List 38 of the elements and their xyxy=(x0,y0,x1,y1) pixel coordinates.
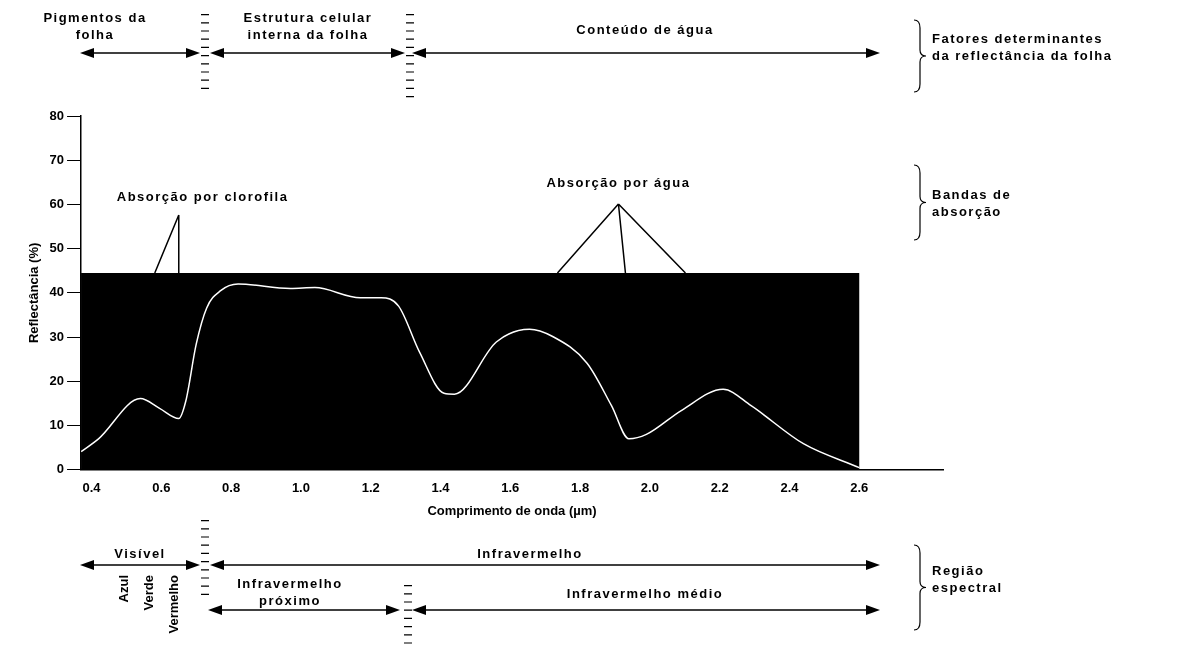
text: Infravermelho médio xyxy=(565,585,725,602)
x-tick-label: 2.2 xyxy=(710,480,729,496)
text: Verde xyxy=(140,575,157,611)
x-tick-label: 2.4 xyxy=(780,480,800,496)
y-axis-title: Reflectância (%) xyxy=(26,242,42,344)
text: Azul xyxy=(115,575,132,603)
y-tick-label: 10 xyxy=(49,417,65,433)
x-tick-label: 1.6 xyxy=(501,480,520,496)
y-tick-label: 80 xyxy=(49,107,65,123)
x-tick-label: 2.0 xyxy=(640,480,659,496)
annotation: Absorção por água xyxy=(545,174,692,191)
text: Vermelho xyxy=(165,575,182,634)
x-tick-label: 2.6 xyxy=(850,480,869,496)
y-tick-label: 70 xyxy=(49,151,65,167)
text: Infravermelho próximo xyxy=(236,575,344,609)
y-tick-label: 40 xyxy=(49,284,65,300)
text: Visível xyxy=(113,545,167,562)
y-tick-label: 30 xyxy=(49,328,65,344)
text: Região espectral xyxy=(932,562,1004,596)
y-tick-label: 0 xyxy=(56,461,65,477)
x-tick-label: 0.6 xyxy=(152,480,171,496)
x-tick-label: 1.0 xyxy=(291,480,310,496)
x-tick-label: 0.4 xyxy=(82,480,102,496)
annotation: Bandas de absorção xyxy=(932,186,1013,220)
annotation: Absorção por clorofila xyxy=(116,188,290,205)
x-tick-label: 1.8 xyxy=(571,480,590,496)
text: Conteúdo de água xyxy=(575,21,715,38)
y-tick-label: 20 xyxy=(49,372,65,388)
text: Infravermelho xyxy=(476,545,584,562)
x-tick-label: 0.8 xyxy=(222,480,241,496)
x-tick-label: 1.2 xyxy=(361,480,380,496)
y-tick-label: 50 xyxy=(49,240,65,256)
text: Estrutura celular interna da folha xyxy=(242,9,374,43)
text: Fatores determinantes da reflectância da folha xyxy=(932,30,1114,64)
x-axis-title: Comprimento de onda (µm) xyxy=(427,502,597,518)
y-tick-label: 60 xyxy=(49,196,65,212)
x-tick-label: 1.4 xyxy=(431,480,451,496)
text: Pigmentos da folha xyxy=(42,9,148,43)
